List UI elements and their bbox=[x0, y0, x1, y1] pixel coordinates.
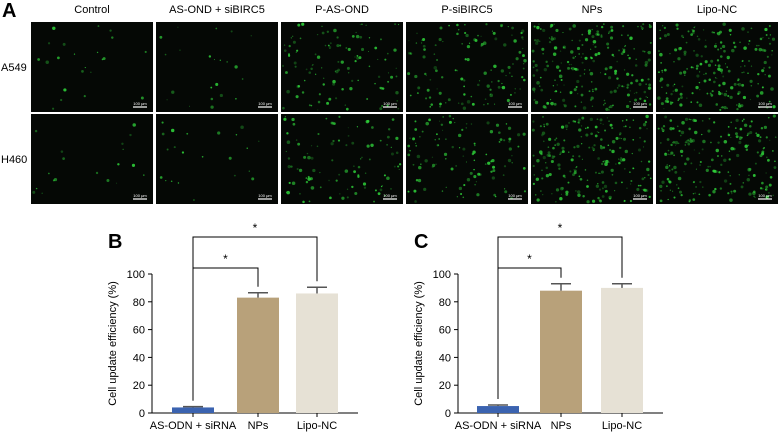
y-tick-label: 20 bbox=[439, 380, 451, 392]
y-tick-label: 60 bbox=[439, 325, 451, 337]
micrograph-image: 100 μm bbox=[156, 114, 278, 204]
y-axis-label: Cell update efficiency (%) bbox=[413, 281, 425, 406]
y-axis-label: Cell update efficiency (%) bbox=[107, 281, 119, 406]
scale-bar-label: 100 μm bbox=[258, 101, 272, 106]
x-tick-label: AS-ODN + siRNA bbox=[150, 420, 237, 432]
column-label: Lipo-NC bbox=[697, 4, 737, 16]
micrograph-image: 100 μm bbox=[156, 22, 278, 112]
column-label: Control bbox=[74, 4, 109, 16]
micrograph-image: 100 μm bbox=[656, 22, 778, 112]
bar bbox=[172, 407, 214, 413]
bar bbox=[477, 406, 519, 413]
micrograph-image: 100 μm bbox=[31, 114, 153, 204]
scale-bar-label: 100 μm bbox=[383, 193, 397, 198]
x-tick-label: Lipo-NC bbox=[602, 420, 642, 432]
micrograph-image: 100 μm bbox=[281, 114, 403, 204]
scale-bar-label: 100 μm bbox=[258, 193, 272, 198]
bar bbox=[296, 293, 338, 413]
bar-chart-c: 0 20 40 60 80 100 Cell update efficiency (%) AS… bbox=[413, 221, 663, 432]
bar bbox=[601, 287, 643, 413]
scale-bar-label: 100 μm bbox=[633, 101, 647, 106]
x-tick-label: NPs bbox=[551, 420, 572, 432]
scale-bar-label: 100 μm bbox=[758, 193, 772, 198]
significance-star: * bbox=[558, 221, 563, 235]
scale-bar-label: 100 μm bbox=[383, 101, 397, 106]
y-tick-label: 0 bbox=[445, 408, 451, 420]
y-tick-label: 0 bbox=[139, 408, 145, 420]
significance-star: * bbox=[253, 221, 258, 235]
micrograph-image: 100 μm bbox=[406, 114, 528, 204]
micrograph-image: 100 μm bbox=[406, 22, 528, 112]
significance-bracket bbox=[192, 236, 318, 401]
y-tick-label: 60 bbox=[133, 325, 145, 337]
micrograph-image: 100 μm bbox=[531, 114, 653, 204]
micrograph-image: 100 μm bbox=[281, 22, 403, 112]
y-tick-label: 80 bbox=[439, 297, 451, 309]
y-tick-label: 100 bbox=[433, 269, 451, 281]
scale-bar-label: 100 μm bbox=[633, 193, 647, 198]
x-tick-label: NPs bbox=[248, 420, 269, 432]
y-tick-label: 20 bbox=[133, 380, 145, 392]
panel-label-a: A bbox=[2, 0, 16, 22]
column-label: P-AS-OND bbox=[315, 4, 369, 16]
y-tick-label: 40 bbox=[439, 352, 451, 364]
x-tick-label: Lipo-NC bbox=[297, 420, 337, 432]
significance-bracket bbox=[497, 236, 623, 399]
y-tick-label: 100 bbox=[127, 269, 145, 281]
y-tick-label: 40 bbox=[133, 352, 145, 364]
micrograph-image: 100 μm bbox=[531, 22, 653, 112]
column-label: NPs bbox=[582, 4, 603, 16]
bar bbox=[237, 297, 279, 413]
significance-star: * bbox=[223, 252, 228, 266]
bar-chart-b: 0 20 40 60 80 100 Cell update efficiency (%) AS… bbox=[107, 221, 358, 432]
column-label: P-siBIRC5 bbox=[441, 4, 492, 16]
panel-label-b: B bbox=[108, 231, 122, 253]
significance-star: * bbox=[527, 252, 532, 266]
y-tick-label: 80 bbox=[133, 297, 145, 309]
row-label: H460 bbox=[1, 154, 27, 166]
micrograph-grid: Control AS-OND + siBIRC5 P-AS-OND P-siBIRC5… bbox=[1, 4, 778, 204]
scale-bar-label: 100 μm bbox=[758, 101, 772, 106]
micrograph-image: 100 μm bbox=[656, 114, 778, 204]
x-tick-label: AS-ODN + siRNA bbox=[455, 420, 542, 432]
scale-bar-label: 100 μm bbox=[508, 101, 522, 106]
scale-bar-label: 100 μm bbox=[133, 101, 147, 106]
bar bbox=[540, 290, 582, 413]
scale-bar-label: 100 μm bbox=[133, 193, 147, 198]
column-label: AS-OND + siBIRC5 bbox=[169, 4, 265, 16]
panel-label-c: C bbox=[414, 231, 428, 253]
micrograph-image: 100 μm bbox=[31, 22, 153, 112]
scale-bar-label: 100 μm bbox=[508, 193, 522, 198]
row-label: A549 bbox=[1, 62, 27, 74]
